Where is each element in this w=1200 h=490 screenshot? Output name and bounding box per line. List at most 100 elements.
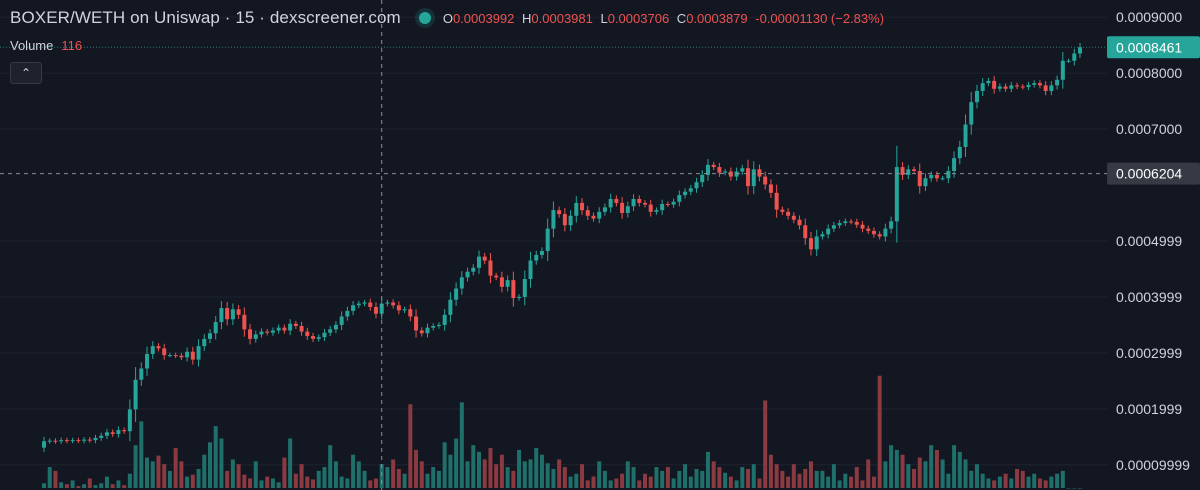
candle-body <box>969 102 974 125</box>
volume-bar <box>929 445 934 488</box>
candle-body <box>854 221 859 225</box>
candle-body <box>156 346 161 349</box>
candle <box>242 307 247 337</box>
candle-body <box>242 314 247 330</box>
candle-body <box>746 168 751 187</box>
candle-body <box>41 441 47 448</box>
candle-body <box>351 305 356 311</box>
candle-body <box>150 346 155 354</box>
candle <box>963 114 968 158</box>
price-tick-label: 0.0001999 <box>1116 401 1182 417</box>
candle-body <box>436 324 441 326</box>
candle <box>654 207 659 215</box>
candle <box>59 437 64 444</box>
ohlc-readout: O0.0003992 H0.0003981 L0.0003706 C0.0003… <box>443 11 888 26</box>
candle <box>362 299 367 307</box>
candle <box>87 437 92 443</box>
candle <box>402 306 407 313</box>
candle-body <box>425 327 430 334</box>
candle-body <box>494 275 499 278</box>
volume-bar <box>316 470 321 488</box>
candle-body <box>631 198 636 207</box>
candle-body <box>288 323 293 331</box>
candle-body <box>642 202 647 205</box>
price-tick-label: 0.0009000 <box>1116 9 1182 25</box>
candle <box>305 327 310 340</box>
volume-bar <box>196 468 201 488</box>
candle <box>1049 81 1054 96</box>
volume-bar <box>608 480 613 488</box>
candle-body <box>248 329 253 339</box>
volume-bar <box>602 470 607 488</box>
candle-body <box>591 215 596 219</box>
volume-bar <box>419 461 424 488</box>
volume-bar <box>1043 480 1048 488</box>
candle-body <box>499 277 504 287</box>
candle <box>837 220 842 229</box>
candle <box>746 159 751 195</box>
candle <box>53 438 58 444</box>
candle-body <box>116 430 121 434</box>
candle-body <box>64 440 69 442</box>
candle <box>860 221 865 233</box>
volume-bar <box>385 467 390 488</box>
candle-body <box>202 338 207 347</box>
candle-body <box>339 316 344 325</box>
candle <box>1003 83 1008 92</box>
candle-body <box>980 83 985 91</box>
candle <box>871 227 876 238</box>
candle-body <box>104 432 109 436</box>
candle <box>711 161 716 171</box>
candle-body <box>1072 53 1077 61</box>
candle-body <box>568 215 573 226</box>
volume-bar <box>585 480 590 488</box>
candle-body <box>917 170 922 187</box>
volume-bar <box>99 483 104 488</box>
candle-body <box>162 348 167 356</box>
candle-body <box>660 204 665 211</box>
candle <box>225 301 230 326</box>
high-value: 0.0003981 <box>531 10 593 26</box>
candle-body <box>700 174 705 183</box>
candle-body <box>391 302 396 306</box>
volume-bar <box>139 421 144 488</box>
candle-body <box>431 326 436 328</box>
candle <box>900 162 905 180</box>
volume-bar <box>906 464 911 488</box>
candle-body <box>356 303 361 306</box>
candle-body <box>362 302 367 304</box>
volume-bar <box>87 478 92 488</box>
candle-body <box>763 176 768 185</box>
candle <box>763 171 768 190</box>
volume-bar <box>368 480 373 488</box>
volume-bar <box>545 463 550 488</box>
candle <box>734 167 739 181</box>
volume-bar <box>705 451 710 488</box>
volume-bar <box>379 464 384 488</box>
candle <box>562 207 567 232</box>
candle <box>76 437 81 444</box>
candle-body <box>477 256 482 268</box>
candle <box>293 320 298 330</box>
volume-bar <box>391 459 396 488</box>
volume-bar <box>431 467 436 488</box>
candle-body <box>522 278 527 297</box>
volume-bar <box>557 459 562 488</box>
volume-bar <box>116 480 121 488</box>
volume-bar <box>877 375 882 488</box>
candle-body <box>345 310 350 317</box>
candle-body <box>883 228 888 237</box>
candle <box>368 298 373 311</box>
candle <box>803 218 808 245</box>
candle <box>717 162 722 177</box>
collapse-legend-button[interactable]: ⌃ <box>10 62 42 84</box>
volume-bar <box>1032 473 1037 488</box>
volume-bar <box>1055 473 1060 488</box>
candle-body <box>963 124 968 147</box>
candle-body <box>986 80 991 84</box>
candle <box>574 196 579 223</box>
volume-bar <box>236 464 241 488</box>
volume-bar <box>871 476 876 488</box>
